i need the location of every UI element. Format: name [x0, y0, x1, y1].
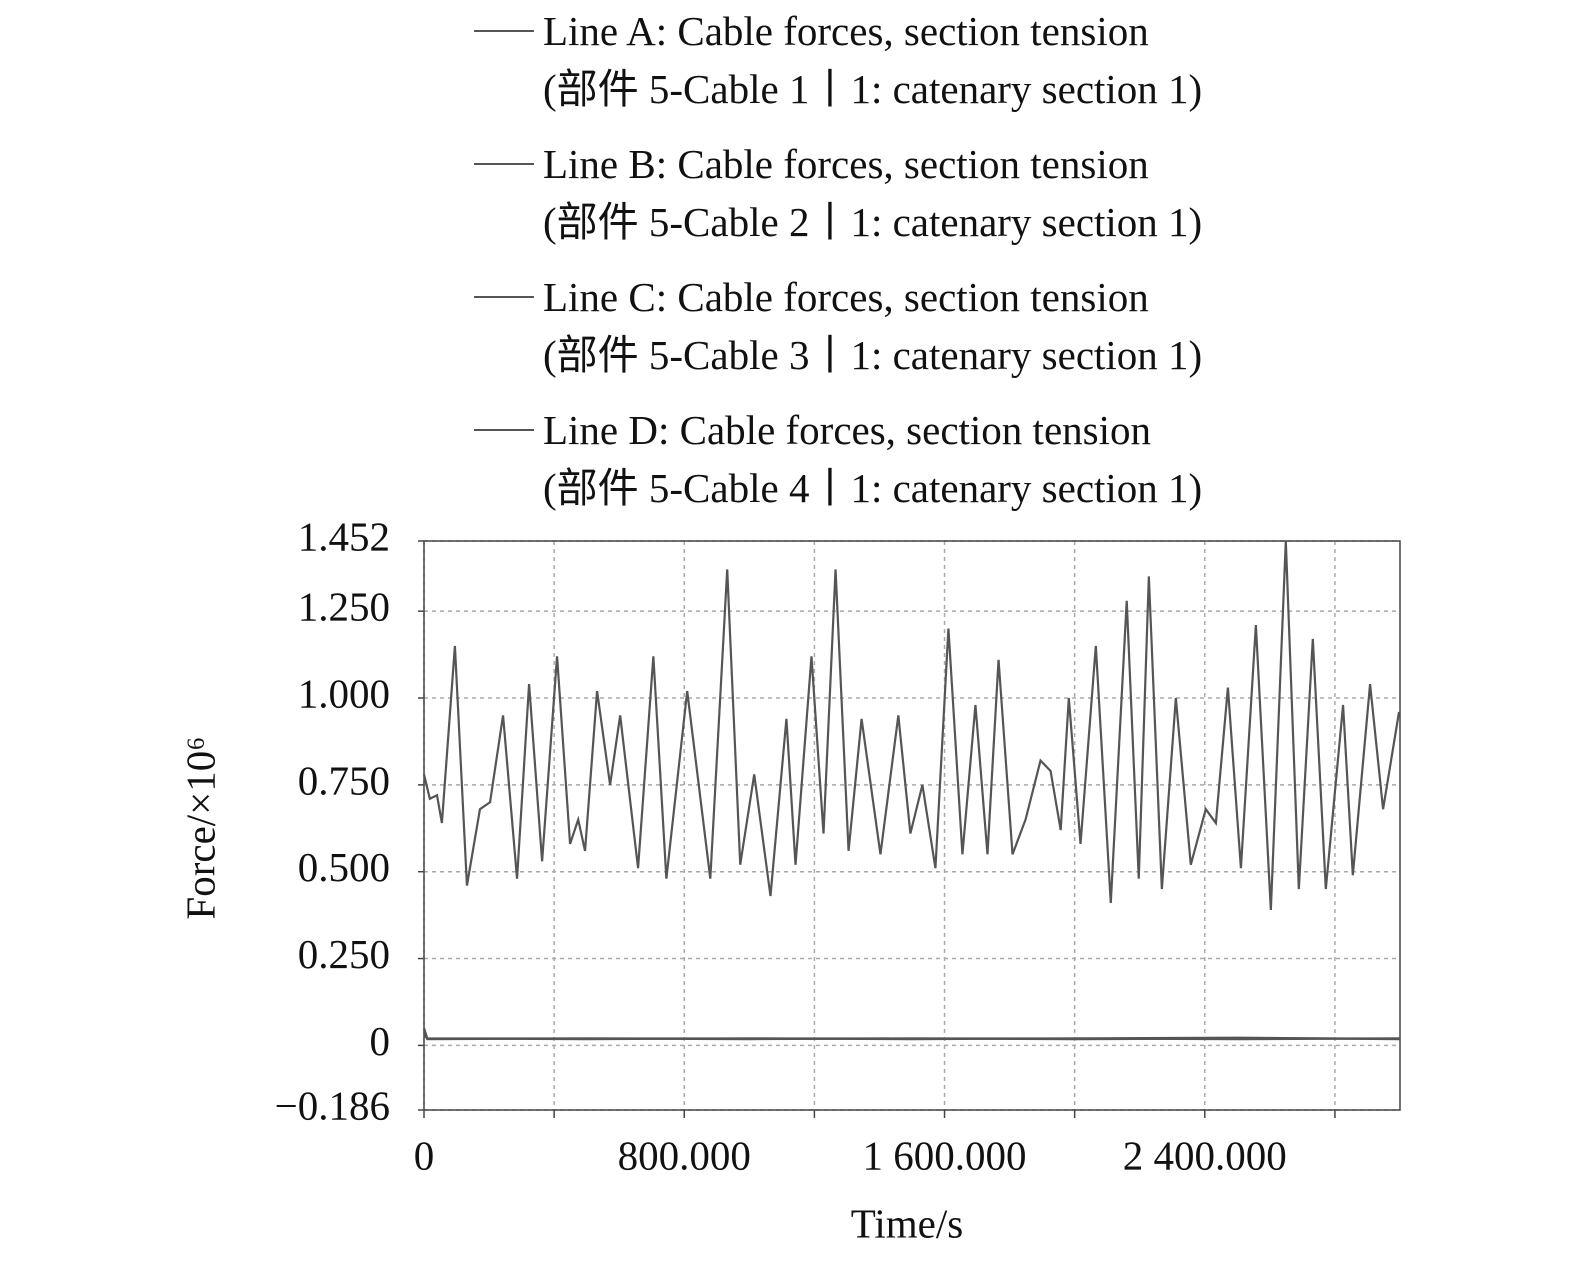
legend-label: Line D: Cable forces, section tension (部… — [543, 407, 1203, 511]
legend-label: Line B: Cable forces, section tension (部… — [543, 141, 1203, 245]
data-line — [422, 540, 1401, 910]
legend-swatch — [474, 30, 534, 32]
x-tick-label: 800.000 — [618, 1132, 751, 1178]
y-axis-title: Force/×10⁶ — [177, 736, 223, 919]
x-tick-label: 1 600.000 — [863, 1132, 1027, 1178]
y-tick-label: 0.750 — [298, 757, 390, 803]
y-tick-label: −0.186 — [275, 1082, 390, 1128]
data-line — [423, 1034, 1401, 1041]
x-tick-label: 0 — [414, 1132, 435, 1178]
y-tick-label: 1.250 — [298, 584, 390, 630]
y-tick-label: 0.250 — [298, 931, 390, 977]
legend-label: Line C: Cable forces, section tension (部… — [543, 274, 1203, 378]
legend-swatch — [474, 296, 534, 298]
legend-swatch — [474, 163, 534, 165]
legend-label: Line A: Cable forces, section tension (部… — [543, 8, 1203, 112]
y-tick-label: 0 — [370, 1018, 391, 1064]
y-tick-label: 1.452 — [298, 513, 390, 559]
plot-frame — [423, 540, 1401, 1111]
y-tick-label: 1.000 — [298, 670, 390, 716]
x-tick-label: 2 400.000 — [1123, 1132, 1287, 1178]
legend-swatch — [474, 429, 534, 431]
y-tick-label: 0.500 — [298, 844, 390, 890]
x-axis-title: Time/s — [851, 1200, 963, 1246]
